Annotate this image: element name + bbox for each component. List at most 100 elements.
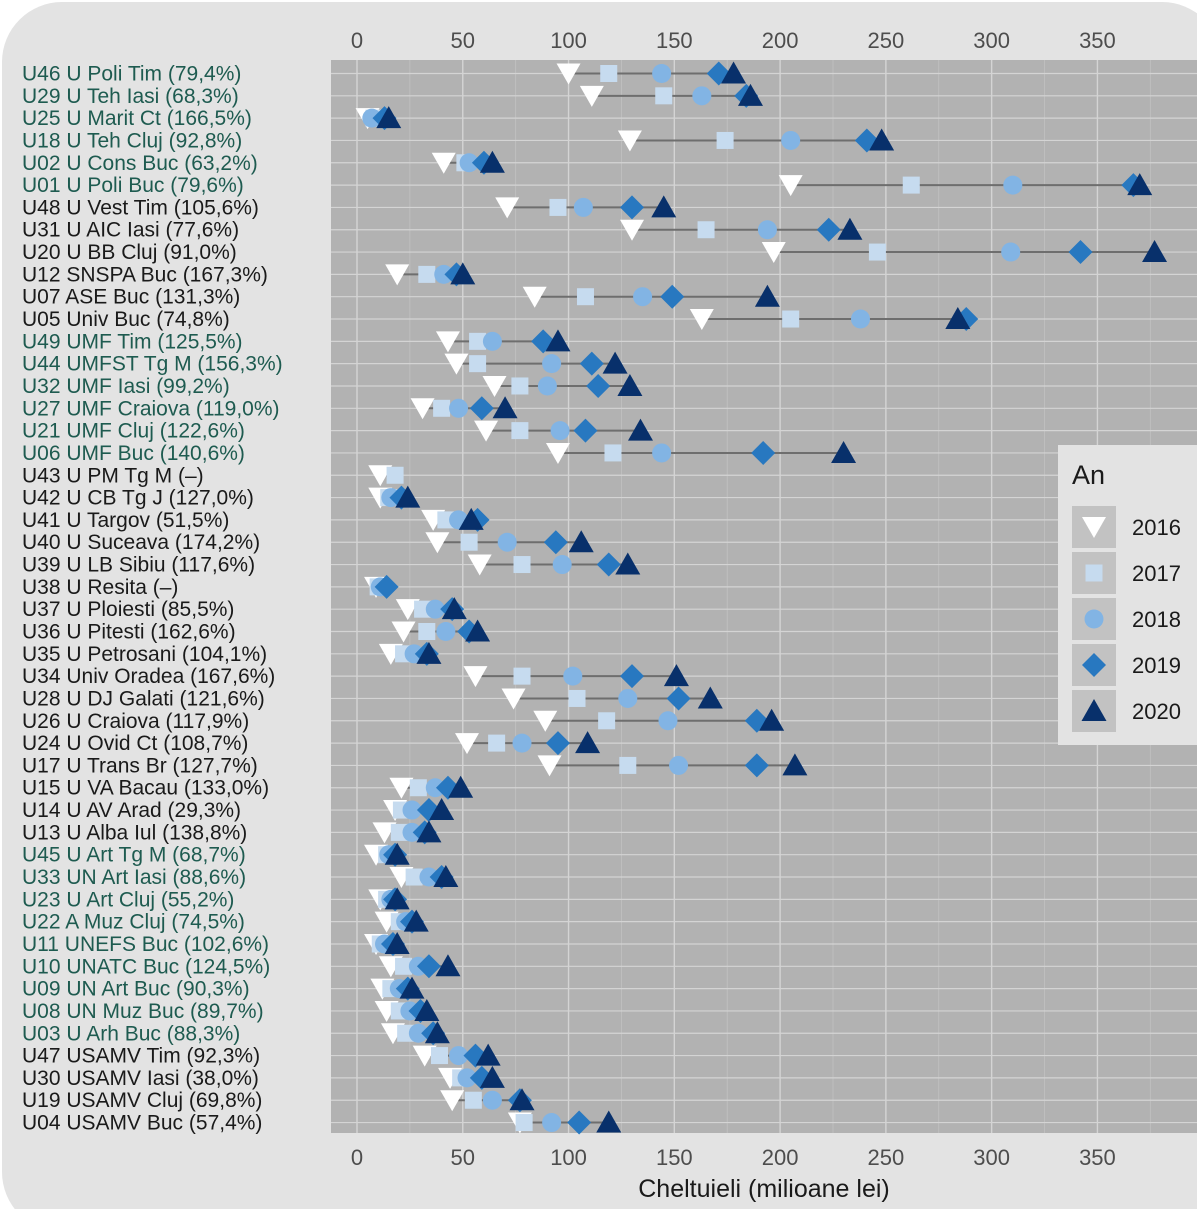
- point-2018: [658, 711, 678, 731]
- point-2020: [479, 150, 505, 173]
- point-2018: [850, 309, 870, 329]
- point-2016: [412, 1045, 437, 1067]
- point-2019: [579, 351, 604, 376]
- category-label: U14 U AV Arad (29,3%): [22, 799, 241, 822]
- legend-title: An: [1072, 460, 1105, 490]
- point-2020: [575, 731, 601, 754]
- point-2017: [513, 667, 531, 685]
- legend-label: 2017: [1132, 561, 1181, 586]
- category-label: U11 UNEFS Buc (102,6%): [22, 933, 269, 956]
- point-2017: [902, 176, 920, 194]
- category-label: U41 U Targov (51,5%): [22, 509, 229, 532]
- point-2017: [431, 1047, 449, 1065]
- point-2020: [651, 195, 677, 218]
- point-2020: [568, 530, 594, 553]
- category-label: U31 U AIC Iasi (77,6%): [22, 219, 239, 242]
- point-2020: [602, 351, 628, 374]
- top-tick-label: 350: [1079, 28, 1116, 53]
- point-2016: [444, 353, 469, 375]
- point-2018: [402, 822, 422, 842]
- legend-key-2016: [1082, 517, 1106, 538]
- category-label: U25 U Marit Ct (166,5%): [22, 107, 252, 130]
- bottom-axis-tick-labels: 0 50 100 150 200 250 300 350: [351, 1145, 1116, 1170]
- point-2018: [512, 733, 532, 753]
- category-label: U18 U Teh Cluj (92,8%): [22, 129, 242, 152]
- point-2016: [395, 599, 420, 621]
- category-label: U22 A Muz Cluj (74,5%): [22, 911, 245, 934]
- point-2020: [627, 418, 653, 441]
- top-tick-label: 250: [868, 28, 905, 53]
- point-2019: [816, 217, 841, 242]
- category-label: U35 U Petrosani (104,1%): [22, 643, 267, 666]
- category-label: U36 U Pitesti (162,6%): [22, 621, 236, 644]
- point-2018: [669, 755, 689, 775]
- point-2018: [497, 532, 517, 552]
- point-2016: [425, 532, 450, 554]
- legend-items: 2016 2017 2018 2019 2020: [1072, 506, 1181, 732]
- point-2018: [563, 666, 583, 686]
- category-label: U44 UMFST Tg M (156,3%): [22, 353, 283, 376]
- point-2020: [384, 931, 410, 954]
- point-2020: [433, 865, 459, 888]
- point-2020: [384, 887, 410, 910]
- point-2020: [837, 217, 863, 240]
- point-2018: [542, 354, 562, 374]
- bottom-tick-label: 250: [868, 1145, 905, 1170]
- point-2018: [459, 153, 479, 173]
- point-2018: [449, 1046, 469, 1066]
- point-2020: [475, 1043, 501, 1066]
- point-2018: [652, 443, 672, 463]
- point-2020: [945, 307, 971, 330]
- category-label: U30 USAMV Iasi (38,0%): [22, 1067, 259, 1090]
- point-2020: [435, 954, 461, 977]
- category-label: U10 UNATC Buc (124,5%): [22, 955, 270, 978]
- top-tick-label: 300: [973, 28, 1010, 53]
- top-tick-label: 0: [351, 28, 363, 53]
- point-2018: [457, 1068, 477, 1088]
- category-label: U29 U Teh Iasi (68,3%): [22, 85, 239, 108]
- point-2020: [596, 1110, 622, 1133]
- point-2018: [402, 800, 422, 820]
- point-2016: [501, 688, 526, 710]
- point-2017: [600, 65, 618, 82]
- point-2017: [469, 355, 487, 373]
- category-label: U15 U VA Bacau (133,0%): [22, 777, 269, 800]
- point-2016: [455, 733, 480, 755]
- point-2017: [619, 756, 637, 774]
- point-2017: [511, 422, 529, 440]
- bottom-tick-label: 300: [973, 1145, 1010, 1170]
- point-2016: [556, 63, 581, 85]
- point-2020: [416, 820, 442, 843]
- category-label: U20 U BB Cluj (91,0%): [22, 241, 237, 264]
- legend: An 2016 2017 2018 2019 2020: [1058, 445, 1197, 745]
- point-2018: [419, 867, 439, 887]
- point-2018: [692, 86, 712, 106]
- point-2016: [372, 822, 397, 844]
- point-2016: [537, 755, 562, 777]
- point-2020: [831, 440, 857, 463]
- point-2020: [721, 61, 747, 84]
- category-label: U34 Univ Oradea (167,6%): [22, 665, 275, 688]
- point-2016: [410, 398, 435, 420]
- point-2019: [573, 418, 598, 443]
- point-2017: [409, 779, 427, 797]
- point-2020: [376, 106, 402, 129]
- point-2016: [467, 554, 492, 576]
- category-label: U05 Univ Buc (74,8%): [22, 308, 230, 331]
- point-2019: [416, 954, 441, 979]
- category-label: U38 U Resita (–): [22, 576, 178, 599]
- point-2016: [385, 264, 410, 286]
- point-2019: [545, 731, 570, 756]
- point-2018: [633, 287, 653, 307]
- point-2020: [458, 507, 484, 530]
- point-2020: [663, 664, 689, 687]
- point-2018: [537, 376, 557, 396]
- category-label: U32 UMF Iasi (99,2%): [22, 375, 230, 398]
- point-2016: [620, 219, 645, 241]
- point-2019: [620, 195, 645, 220]
- point-2020: [545, 329, 571, 352]
- point-2020: [479, 1065, 505, 1088]
- plot-panel: [331, 60, 1197, 1133]
- point-2020: [403, 909, 429, 932]
